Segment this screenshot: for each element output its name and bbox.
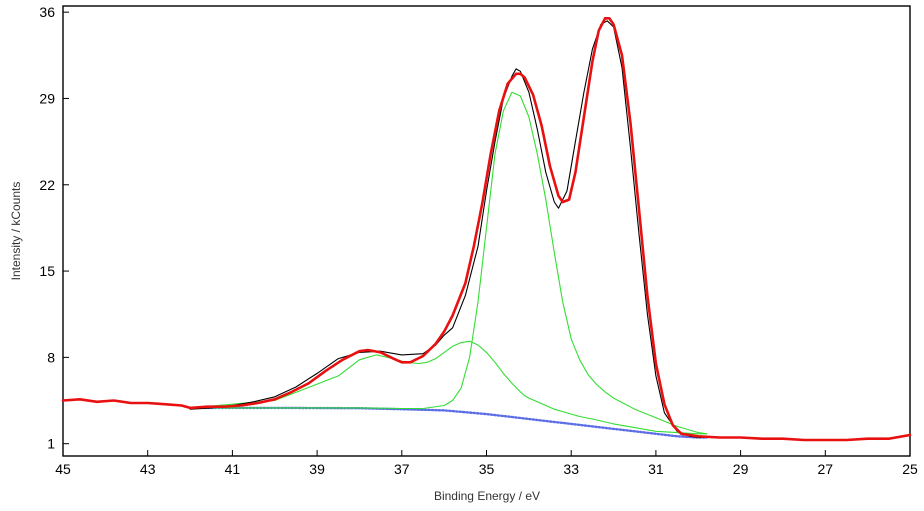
series-line-background-4 <box>188 406 708 439</box>
y-tick-label: 1 <box>47 436 55 452</box>
x-tick-label: 29 <box>733 461 749 477</box>
series-line-measured-0 <box>189 20 708 439</box>
x-tick-label: 41 <box>225 461 241 477</box>
series-line-component-2 <box>189 340 708 435</box>
data-series <box>61 16 912 442</box>
y-tick-label: 36 <box>39 4 55 20</box>
x-tick-label: 31 <box>648 461 664 477</box>
x-tick-label: 43 <box>140 461 156 477</box>
x-tick-label: 37 <box>394 461 410 477</box>
x-tick-label: 35 <box>479 461 495 477</box>
x-tick-label: 25 <box>902 461 918 477</box>
y-tick-label: 8 <box>47 349 55 365</box>
axis-ticks: 45 43 41 39 37 35 33 31 29 27 25 1 8 15 22 29 36 <box>39 4 918 477</box>
x-tick-label: 27 <box>818 461 834 477</box>
series-line-envelope-1 <box>61 16 912 442</box>
y-axis-title: Intensity / kCounts <box>9 182 23 281</box>
x-tick-label: 33 <box>563 461 579 477</box>
x-tick-label: 39 <box>309 461 325 477</box>
x-tick-label: 45 <box>55 461 71 477</box>
y-tick-label: 29 <box>39 90 55 106</box>
series-line-component-3 <box>189 91 708 435</box>
x-axis-title: Binding Energy / eV <box>434 489 540 503</box>
y-tick-label: 22 <box>39 177 55 193</box>
y-tick-label: 15 <box>39 263 55 279</box>
